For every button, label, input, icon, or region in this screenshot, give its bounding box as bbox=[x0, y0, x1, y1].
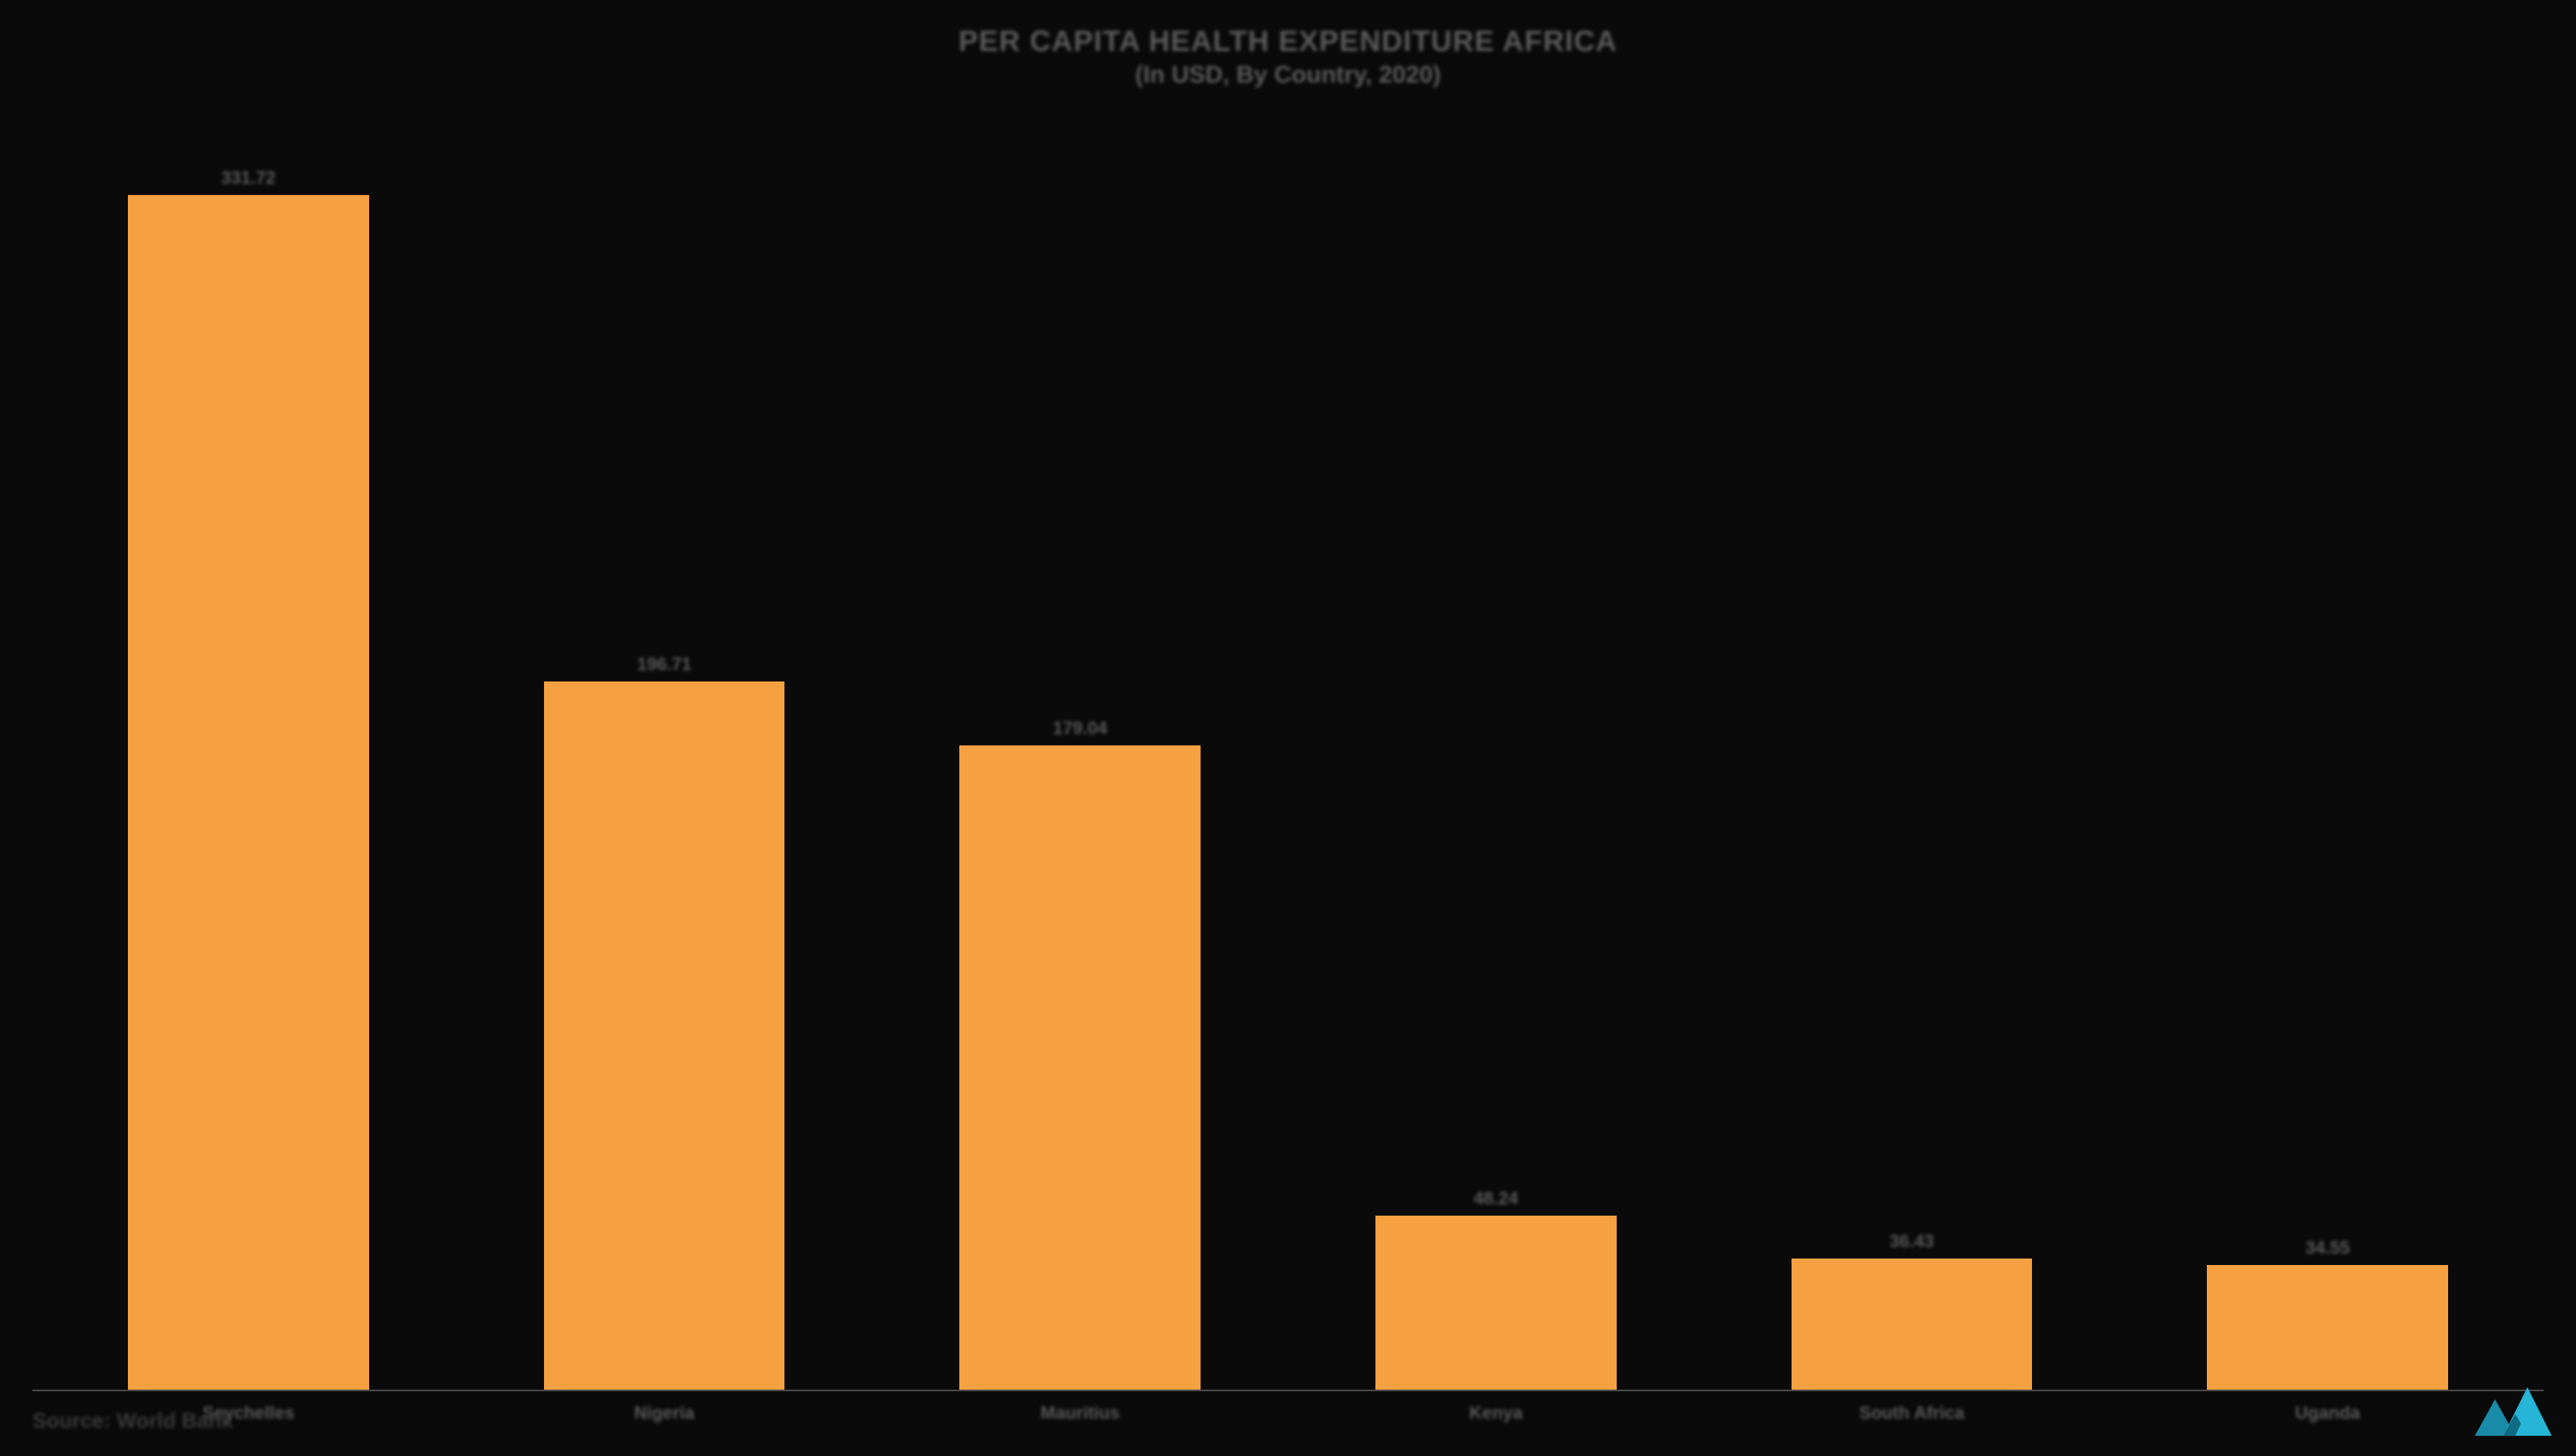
plot-area: 331.72 196.71 179.04 48.24 36.43 34.55 Seyche… bbox=[32, 129, 2544, 1424]
bar-value-label: 48.24 bbox=[1473, 1188, 1518, 1209]
chart-container: PER CAPITA HEALTH EXPENDITURE AFRICA (In… bbox=[0, 0, 2576, 1456]
title-block: PER CAPITA HEALTH EXPENDITURE AFRICA (In… bbox=[32, 24, 2544, 89]
chart-title: PER CAPITA HEALTH EXPENDITURE AFRICA bbox=[32, 24, 2544, 58]
x-axis-category-label: Mauritius bbox=[872, 1403, 1288, 1424]
bar bbox=[544, 681, 785, 1390]
bar-slot: 179.04 bbox=[872, 129, 1288, 1390]
bar-value-label: 196.71 bbox=[637, 654, 691, 675]
bar-value-label: 179.04 bbox=[1053, 718, 1107, 739]
bar-slot: 34.55 bbox=[2119, 129, 2536, 1390]
x-axis-category-label: South Africa bbox=[1704, 1403, 2120, 1424]
bar bbox=[128, 195, 369, 1390]
bar-slot: 331.72 bbox=[40, 129, 457, 1390]
chart-subtitle: (In USD, By Country, 2020) bbox=[32, 62, 2544, 89]
bar-slot: 36.43 bbox=[1704, 129, 2120, 1390]
x-axis-category-label: Kenya bbox=[1288, 1403, 1704, 1424]
x-axis-category-label: Nigeria bbox=[457, 1403, 873, 1424]
bar bbox=[959, 745, 1201, 1390]
bar bbox=[2207, 1265, 2448, 1390]
source-citation: Source: World Bank bbox=[32, 1408, 233, 1433]
bar bbox=[1792, 1259, 2033, 1390]
bar-slot: 48.24 bbox=[1288, 129, 1704, 1390]
bar-value-label: 36.43 bbox=[1889, 1231, 1934, 1252]
bar-value-label: 331.72 bbox=[221, 168, 275, 189]
brand-logo-icon bbox=[2471, 1383, 2560, 1440]
bar-slot: 196.71 bbox=[457, 129, 873, 1390]
bar-value-label: 34.55 bbox=[2306, 1237, 2350, 1259]
x-axis-labels: SeychellesNigeriaMauritiusKenyaSouth Afr… bbox=[32, 1391, 2544, 1424]
bar bbox=[1375, 1216, 1617, 1390]
bars-row: 331.72 196.71 179.04 48.24 36.43 34.55 bbox=[32, 129, 2544, 1391]
